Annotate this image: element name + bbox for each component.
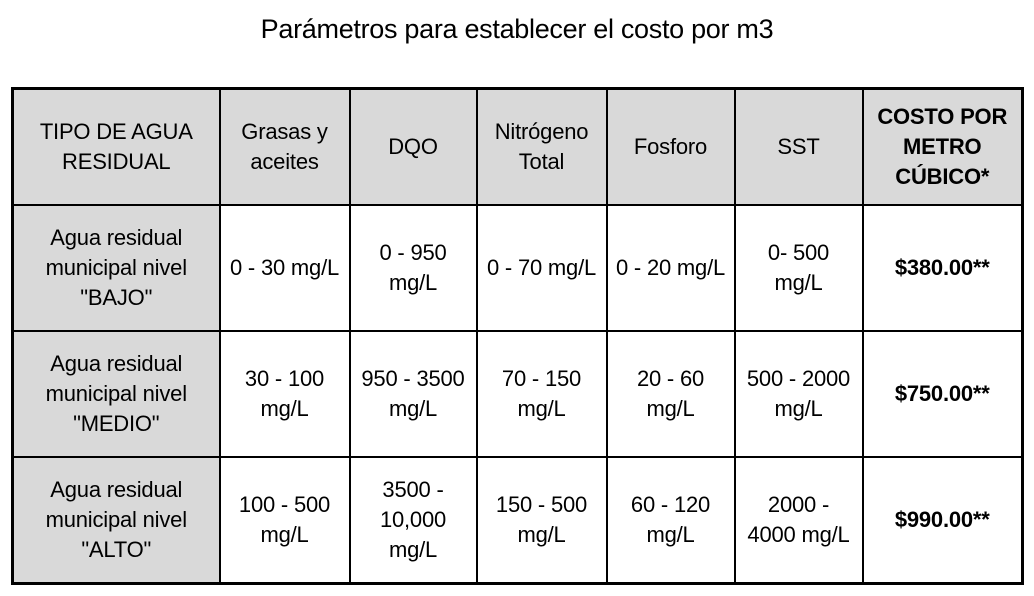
row-type: Agua residual municipal nivel "MEDIO": [11, 330, 221, 458]
cell-sst: 2000 - 4000 mg/L: [733, 456, 864, 584]
header-costo-metro-cubico: COSTO POR METRO CÚBICO*: [861, 87, 1024, 206]
cell-grasas: 30 - 100 mg/L: [218, 330, 351, 458]
header-sst: SST: [733, 87, 864, 206]
cell-grasas: 0 - 30 mg/L: [218, 204, 351, 332]
table-row: Agua residual municipal nivel "MEDIO" 30…: [11, 330, 1024, 458]
cell-nitrogeno: 70 - 150 mg/L: [475, 330, 608, 458]
cell-costo: $380.00**: [861, 204, 1024, 332]
cell-fosforo: 20 - 60 mg/L: [605, 330, 736, 458]
cell-sst: 500 - 2000 mg/L: [733, 330, 864, 458]
header-dqo: DQO: [348, 87, 478, 206]
cell-costo: $750.00**: [861, 330, 1024, 458]
cell-nitrogeno: 150 - 500 mg/L: [475, 456, 608, 584]
page-title: Parámetros para establecer el costo por …: [260, 14, 774, 44]
cell-dqo: 950 - 3500 mg/L: [348, 330, 478, 458]
cell-fosforo: 0 - 20 mg/L: [605, 204, 736, 332]
table-row: Agua residual municipal nivel "BAJO" 0 -…: [11, 204, 1024, 332]
header-nitrogeno-total: Nitrógeno Total: [475, 87, 608, 206]
cell-dqo: 3500 - 10,000 mg/L: [348, 456, 478, 584]
table-row: Agua residual municipal nivel "ALTO" 100…: [11, 456, 1024, 584]
header-fosforo: Fosforo: [605, 87, 736, 206]
cell-costo: $990.00**: [861, 456, 1024, 584]
header-grasas-aceites: Grasas y aceites: [218, 87, 351, 206]
table-header-row: TIPO DE AGUA RESIDUAL Grasas y aceites D…: [11, 87, 1024, 206]
cell-sst: 0- 500 mg/L: [733, 204, 864, 332]
cost-parameters-table: TIPO DE AGUA RESIDUAL Grasas y aceites D…: [11, 87, 1024, 585]
row-type: Agua residual municipal nivel "ALTO": [11, 456, 221, 584]
cell-fosforo: 60 - 120 mg/L: [605, 456, 736, 584]
row-type: Agua residual municipal nivel "BAJO": [11, 204, 221, 332]
header-tipo-agua: TIPO DE AGUA RESIDUAL: [11, 87, 221, 206]
cell-nitrogeno: 0 - 70 mg/L: [475, 204, 608, 332]
cell-dqo: 0 - 950 mg/L: [348, 204, 478, 332]
cell-grasas: 100 - 500 mg/L: [218, 456, 351, 584]
